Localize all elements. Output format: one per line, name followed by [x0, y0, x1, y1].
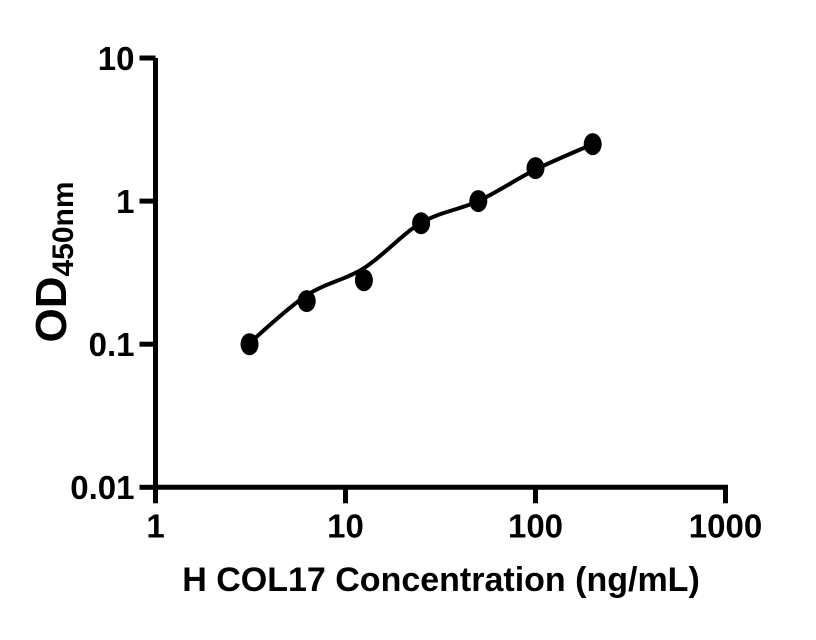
data-point [240, 333, 259, 356]
data-point [297, 290, 316, 313]
y-tick-label: 0.1 [89, 326, 135, 363]
y-axis-title: OD450nm [27, 181, 80, 343]
data-point [583, 133, 602, 156]
y-tick-label: 10 [98, 40, 135, 77]
data-point [412, 212, 431, 235]
data-point [469, 190, 488, 213]
y-axis-title-main: OD [27, 276, 76, 343]
y-tick-label: 1 [116, 183, 134, 220]
x-tick-label: 100 [508, 507, 563, 544]
x-axis-title: H COL17 Concentration (ng/mL) [182, 561, 700, 599]
data-point [354, 269, 373, 292]
data-point [526, 157, 545, 180]
x-tick-label: 1000 [689, 507, 762, 544]
y-axis-title-subscript: 450nm [47, 181, 80, 277]
x-tick-label: 10 [327, 507, 364, 544]
x-tick-label: 1 [146, 507, 164, 544]
y-tick-label: 0.01 [70, 469, 134, 506]
